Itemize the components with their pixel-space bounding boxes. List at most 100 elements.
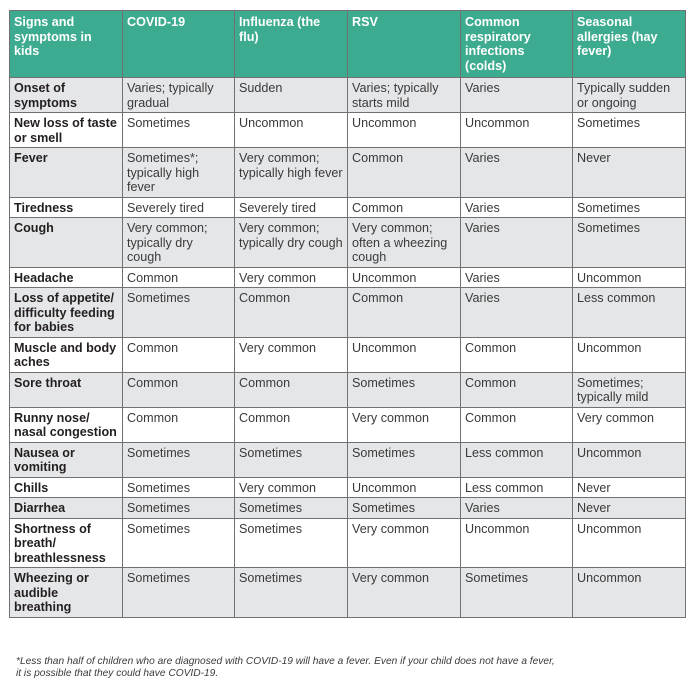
header-influenza: Influenza (the flu): [234, 10, 348, 78]
covid-19-cell: Common: [122, 371, 235, 408]
covid-19-cell: Sometimes: [122, 567, 235, 618]
footnote-line-2: it is possible that they could have COVI…: [16, 668, 219, 679]
seasonal-allergies-cell: Sometimes: [572, 196, 686, 218]
influenza-cell: Very common; typically high fever: [234, 147, 348, 198]
symptom-name: Nausea or vomiting: [9, 441, 123, 478]
header-common-colds: Common respiratory infections (colds): [460, 10, 573, 78]
influenza-cell: Sometimes: [234, 567, 348, 618]
table-row: Sore throat Common Common Sometimes Common So…: [9, 371, 686, 408]
seasonal-allergies-cell: Never: [572, 497, 686, 519]
symptom-name: Runny nose/ nasal congestion: [9, 406, 123, 443]
table-row: New loss of taste or smell Sometimes Uncom…: [9, 112, 686, 148]
rsv-cell: Uncommon: [347, 266, 461, 288]
header-seasonal-allergies: Seasonal allergies (hay fever): [572, 10, 686, 78]
seasonal-allergies-cell: Uncommon: [572, 441, 686, 478]
covid-19-cell: Sometimes: [122, 476, 235, 498]
table-row: Diarrhea Sometimes Sometimes Sometimes Varie…: [9, 497, 686, 519]
common-cold-cell: Uncommon: [460, 517, 573, 568]
seasonal-allergies-cell: Sometimes; typically mild: [572, 371, 686, 408]
rsv-cell: Common: [347, 196, 461, 218]
influenza-cell: Very common: [234, 476, 348, 498]
common-cold-cell: Common: [460, 371, 573, 408]
common-cold-cell: Uncommon: [460, 112, 573, 148]
influenza-cell: Common: [234, 406, 348, 443]
seasonal-allergies-cell: Less common: [572, 287, 686, 338]
table-body: Onset of symptoms Varies; typically gradu…: [9, 77, 686, 618]
symptom-name: Sore throat: [9, 371, 123, 408]
common-cold-cell: Varies: [460, 196, 573, 218]
common-cold-cell: Varies: [460, 497, 573, 519]
common-cold-cell: Varies: [460, 217, 573, 268]
table-row: Fever Sometimes*; typically high fever Ver…: [9, 147, 686, 198]
table-row: Tiredness Severely tired Severely tired Com…: [9, 196, 686, 218]
header-rsv: RSV: [347, 10, 461, 78]
influenza-cell: Sometimes: [234, 441, 348, 478]
symptom-comparison-table: Signs and symptoms in kids COVID-19 Infl…: [9, 10, 686, 618]
symptom-name: Chills: [9, 476, 123, 498]
footnote: *Less than half of children who are diag…: [16, 656, 676, 680]
table-header: Signs and symptoms in kids COVID-19 Infl…: [9, 10, 686, 78]
header-signs-and-symptoms: Signs and symptoms in kids: [9, 10, 123, 78]
rsv-cell: Uncommon: [347, 476, 461, 498]
covid-19-cell: Very common; typically dry cough: [122, 217, 235, 268]
table-row: Cough Very common; typically dry cough Ver…: [9, 217, 686, 268]
table-row: Chills Sometimes Very common Uncommon Less c…: [9, 476, 686, 498]
common-cold-cell: Varies: [460, 287, 573, 338]
seasonal-allergies-cell: Uncommon: [572, 567, 686, 618]
symptom-name: Cough: [9, 217, 123, 268]
influenza-cell: Very common; typically dry cough: [234, 217, 348, 268]
rsv-cell: Uncommon: [347, 336, 461, 373]
influenza-cell: Severely tired: [234, 196, 348, 218]
rsv-cell: Very common: [347, 567, 461, 618]
covid-19-cell: Sometimes: [122, 441, 235, 478]
symptom-name: Headache: [9, 266, 123, 288]
influenza-cell: Common: [234, 287, 348, 338]
seasonal-allergies-cell: Never: [572, 476, 686, 498]
table-row: Shortness of breath/ breathlessness Somet…: [9, 517, 686, 568]
table-row: Loss of appetite/ difficulty feeding for…: [9, 287, 686, 338]
symptom-name: Fever: [9, 147, 123, 198]
rsv-cell: Sometimes: [347, 371, 461, 408]
influenza-cell: Uncommon: [234, 112, 348, 148]
table-row: Onset of symptoms Varies; typically gradu…: [9, 77, 686, 113]
common-cold-cell: Varies: [460, 147, 573, 198]
rsv-cell: Common: [347, 287, 461, 338]
common-cold-cell: Varies: [460, 266, 573, 288]
rsv-cell: Very common: [347, 517, 461, 568]
rsv-cell: Very common: [347, 406, 461, 443]
common-cold-cell: Sometimes: [460, 567, 573, 618]
covid-19-cell: Severely tired: [122, 196, 235, 218]
influenza-cell: Sudden: [234, 77, 348, 113]
seasonal-allergies-cell: Uncommon: [572, 336, 686, 373]
seasonal-allergies-cell: Uncommon: [572, 266, 686, 288]
rsv-cell: Very common; often a wheezing cough: [347, 217, 461, 268]
covid-19-cell: Common: [122, 266, 235, 288]
common-cold-cell: Common: [460, 336, 573, 373]
influenza-cell: Sometimes: [234, 497, 348, 519]
seasonal-allergies-cell: Uncommon: [572, 517, 686, 568]
common-cold-cell: Common: [460, 406, 573, 443]
covid-19-cell: Sometimes: [122, 287, 235, 338]
rsv-cell: Sometimes: [347, 497, 461, 519]
covid-19-cell: Sometimes: [122, 112, 235, 148]
rsv-cell: Uncommon: [347, 112, 461, 148]
common-cold-cell: Less common: [460, 441, 573, 478]
covid-19-cell: Sometimes: [122, 517, 235, 568]
influenza-cell: Very common: [234, 336, 348, 373]
seasonal-allergies-cell: Very common: [572, 406, 686, 443]
rsv-cell: Varies; typically starts mild: [347, 77, 461, 113]
symptom-name: Diarrhea: [9, 497, 123, 519]
rsv-cell: Sometimes: [347, 441, 461, 478]
footnote-line-1: *Less than half of children who are diag…: [16, 656, 555, 667]
covid-19-cell: Sometimes: [122, 497, 235, 519]
seasonal-allergies-cell: Typically sudden or ongoing: [572, 77, 686, 113]
symptom-name: Muscle and body aches: [9, 336, 123, 373]
symptom-comparison-table-container: Signs and symptoms in kids COVID-19 Infl…: [9, 10, 686, 618]
table-row: Headache Common Very common Uncommon Varies U…: [9, 266, 686, 288]
influenza-cell: Sometimes: [234, 517, 348, 568]
table-row: Wheezing or audible breathing Sometimes So…: [9, 567, 686, 618]
header-row: Signs and symptoms in kids COVID-19 Infl…: [9, 10, 686, 78]
covid-19-cell: Common: [122, 336, 235, 373]
symptom-name: Shortness of breath/ breathlessness: [9, 517, 123, 568]
symptom-name: New loss of taste or smell: [9, 112, 123, 148]
